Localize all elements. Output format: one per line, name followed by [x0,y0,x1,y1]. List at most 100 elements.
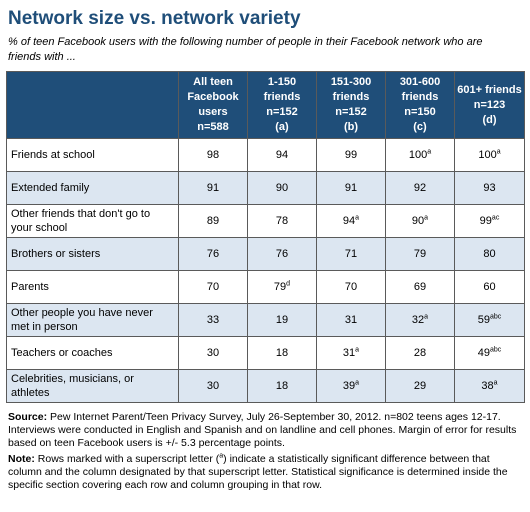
cell-value: 90 [411,215,425,227]
chart-subtitle: % of teen Facebook users with the follow… [8,36,483,63]
data-cell: 93 [454,171,525,205]
data-cell: 69 [385,270,455,304]
data-table: All teen Facebook users n=588 1-150 friend… [6,71,525,403]
cell-value: 19 [275,314,289,326]
data-cell: 94 [247,138,317,172]
significance-superscript: a [493,379,498,387]
table-body: Friends at school 98 94 99 100a 100a Extended … [6,138,525,403]
source-text: Pew Internet Parent/Teen Privacy Survey,… [8,411,517,450]
cell-value: 38 [481,380,494,392]
note-label: Note: [8,452,35,465]
column-n: n=152 [266,106,298,118]
data-cell: 49abc [454,336,525,370]
note-text-after: ) indicate a statistically significant d… [8,452,508,492]
data-cell: 89 [178,204,248,238]
significance-superscript: d [286,280,291,288]
column-name: 301-600 friends [399,76,441,103]
data-cell: 19 [247,303,317,337]
column-letter: (a) [275,121,289,133]
data-cell: 92 [385,171,455,205]
cell-value: 29 [413,380,427,392]
cell-value: 78 [275,215,289,227]
data-cell: 79d [247,270,317,304]
cell-value: 69 [413,281,427,293]
significance-superscript: a [355,214,360,222]
cell-value: 60 [483,281,496,293]
cell-value: 76 [275,248,289,260]
cell-value: 100 [478,149,497,161]
cell-value: 94 [275,149,289,161]
significance-note: Note: Rows marked with a superscript let… [8,452,523,493]
cell-value: 71 [344,248,358,260]
cell-value: 30 [206,347,220,359]
row-label: Brothers or sisters [6,237,179,271]
source-label: Source: [8,411,48,423]
data-cell: 99 [316,138,386,172]
data-cell: 71 [316,237,386,271]
data-cell: 60 [454,270,525,304]
cell-value: 89 [206,215,220,227]
column-header: 1-150 friends n=152 (a) [247,71,317,139]
table-row: Extended family 91 90 91 92 93 [6,171,525,205]
data-cell: 30 [178,336,248,370]
column-header: 151-300 friends n=152 (b) [316,71,386,139]
cell-value: 31 [344,314,358,326]
data-cell: 76 [247,237,317,271]
data-cell: 80 [454,237,525,271]
column-n: n=588 [197,121,229,133]
data-cell: 76 [178,237,248,271]
data-cell: 31a [316,336,386,370]
data-cell: 30 [178,369,248,403]
cell-value: 76 [206,248,220,260]
column-letter: (b) [343,121,359,133]
table-row: Friends at school 98 94 99 100a 100a [6,138,525,172]
row-label: Celebrities, musicians, or athletes [6,369,179,403]
significance-superscript: a [424,313,429,321]
data-cell: 94a [316,204,386,238]
column-letter: (d) [482,113,497,126]
table-row: Parents 70 79d 70 69 60 [6,270,525,304]
column-n: n=152 [335,106,367,118]
data-cell: 18 [247,336,317,370]
header-corner [6,71,179,139]
cell-value: 99 [344,149,358,161]
data-cell: 98 [178,138,248,172]
data-cell: 31 [316,303,386,337]
column-letter: (c) [413,121,427,133]
significance-superscript: a [355,346,360,354]
data-cell: 32a [385,303,455,337]
cell-value: 18 [275,380,289,392]
note-sup-letter: a [219,452,224,460]
cell-value: 92 [413,182,427,194]
row-label: Friends at school [6,138,179,172]
table-row: Brothers or sisters 76 76 71 79 80 [6,237,525,271]
column-name: 1-150 friends [263,76,301,103]
cell-value: 79 [273,281,287,293]
column-name: 601+ friends [457,83,522,96]
row-label: Parents [6,270,179,304]
data-cell: 33 [178,303,248,337]
data-cell: 78 [247,204,317,238]
data-cell: 70 [316,270,386,304]
cell-value: 70 [344,281,358,293]
data-cell: 70 [178,270,248,304]
cell-value: 80 [483,248,496,260]
cell-value: 59 [477,314,490,326]
data-cell: 39a [316,369,386,403]
cell-value: 91 [206,182,220,194]
data-cell: 90 [247,171,317,205]
cell-value: 94 [342,215,356,227]
cell-value: 28 [413,347,427,359]
cell-value: 90 [275,182,289,194]
data-cell: 59abc [454,303,525,337]
significance-superscript: a [427,148,432,156]
significance-superscript: ac [491,214,500,222]
cell-value: 32 [411,314,425,326]
table-row: Celebrities, musicians, or athletes 30 18 3… [6,369,525,403]
column-header: 301-600 friends n=150 (c) [385,71,455,139]
cell-value: 30 [206,380,220,392]
cell-value: 33 [206,314,220,326]
table-row: Other friends that don't go to your scho… [6,204,525,238]
column-n: n=150 [404,106,436,118]
column-name: 151-300 friends [330,76,372,103]
